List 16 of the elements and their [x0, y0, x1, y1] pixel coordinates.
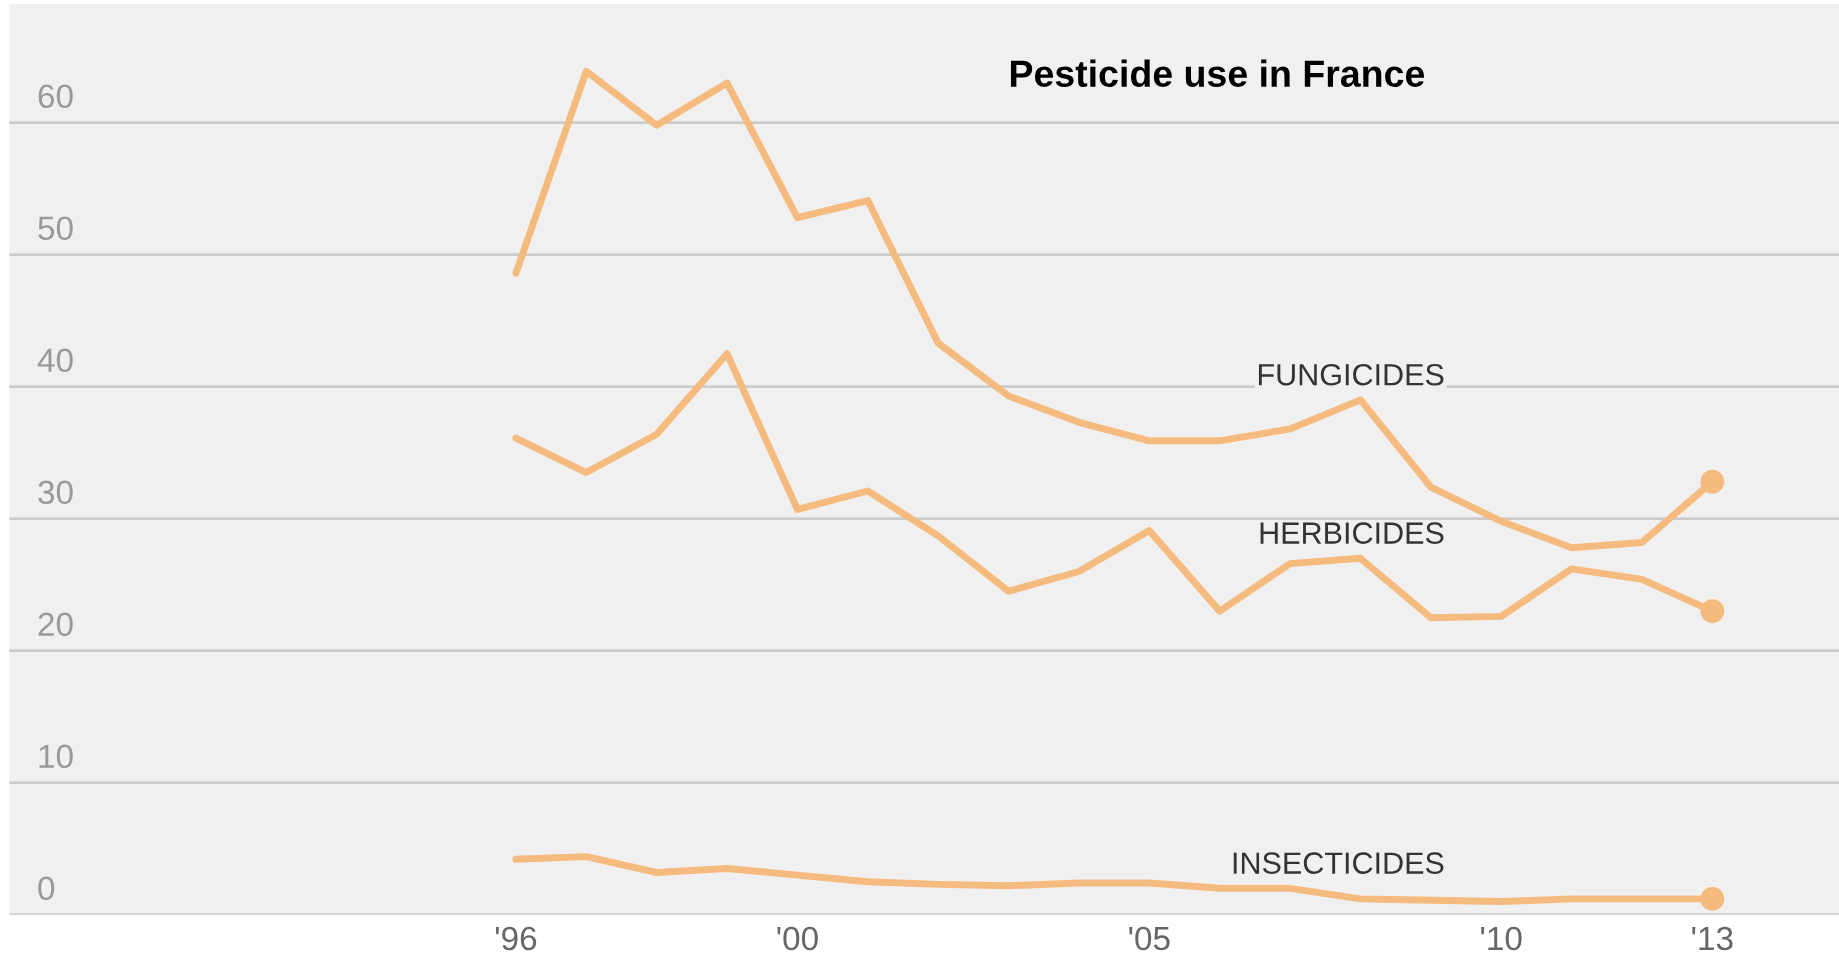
x-tick-label: '00 — [777, 926, 818, 951]
y-tick-label: 50 — [38, 216, 73, 241]
y-tick-label: 30 — [38, 480, 73, 505]
text: Pesticide use in France — [1010, 59, 1425, 87]
y-tick-label: 20 — [38, 612, 73, 637]
x-tick-label: '10 — [1481, 926, 1522, 951]
series-label: INSECTICIDES — [1233, 852, 1444, 874]
y-tick-label: 60 — [38, 84, 73, 109]
x-tick-label: '05 — [1129, 926, 1170, 951]
x-tick-label: '96 — [495, 926, 537, 951]
y-tick-label: 40 — [37, 348, 73, 373]
x-tick-label: '13 — [1692, 926, 1733, 951]
y-tick-label: 10 — [39, 744, 73, 769]
y-tick-label: 0 — [38, 876, 55, 901]
series-label: FUNGICIDES — [1258, 363, 1444, 386]
series-label: HERBICIDES — [1260, 522, 1444, 544]
